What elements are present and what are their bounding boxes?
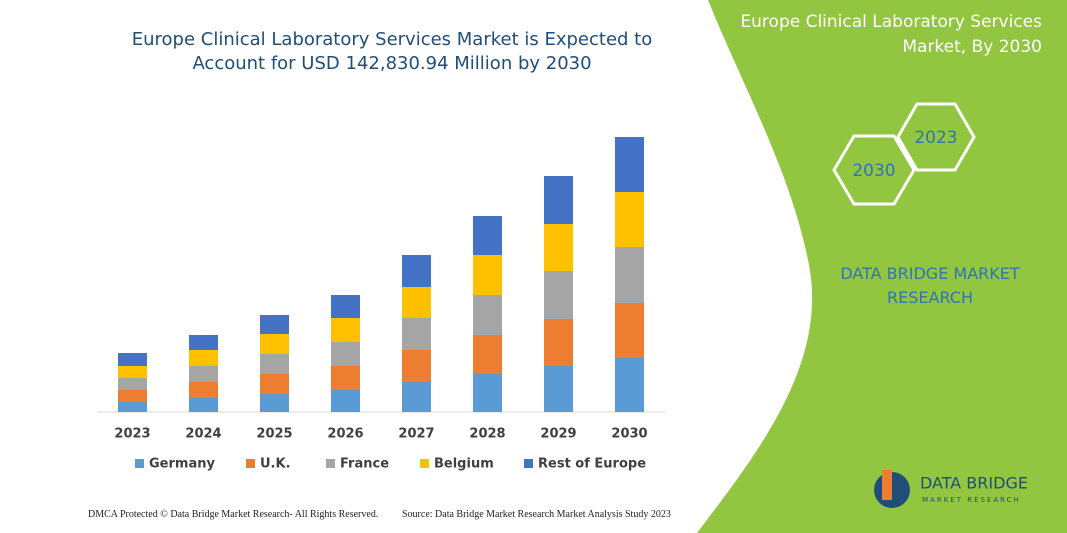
bar-segment: [473, 255, 502, 295]
x-tick-label: 2030: [611, 427, 647, 442]
legend-swatch: [524, 459, 533, 468]
bar-segment: [118, 366, 147, 378]
x-tick-label: 2023: [114, 427, 150, 442]
legend-swatch: [246, 459, 255, 468]
bar-segment: [118, 390, 147, 402]
bar-segment: [118, 378, 147, 390]
bar-segment: [544, 176, 573, 224]
legend-swatch: [420, 459, 429, 468]
bar-segment: [402, 255, 431, 287]
bar-segment: [544, 224, 573, 271]
x-tick-label: 2028: [469, 427, 505, 442]
legend-label: Rest of Europe: [538, 457, 646, 472]
legend-swatch: [326, 459, 335, 468]
bar-segment: [189, 398, 218, 412]
hexagon: [832, 134, 916, 206]
bar-segment: [544, 271, 573, 319]
bar-segment: [473, 335, 502, 374]
bar-segment: [615, 192, 644, 247]
chart-title: Europe Clinical Laboratory Services Mark…: [131, 29, 653, 74]
bar-segment: [118, 353, 147, 366]
bar-segment: [189, 335, 218, 350]
bar-segment: [615, 247, 644, 303]
panel-title: Europe Clinical Laboratory Services Mark…: [740, 12, 1042, 57]
hex-label: 2023: [914, 128, 957, 148]
logo-mark: [882, 470, 892, 500]
bar-segment: [402, 382, 431, 412]
bar-segment: [331, 390, 360, 412]
x-tick-label: 2025: [256, 427, 292, 442]
bar-segment: [331, 318, 360, 342]
logo-name: DATA BRIDGE: [920, 474, 1028, 493]
brand: DATA BRIDGE MARKET RESEARCH: [840, 264, 1020, 307]
bar-segment: [402, 318, 431, 350]
bar-segment: [260, 315, 289, 334]
legend-label: France: [340, 457, 389, 472]
bar-segment: [544, 319, 573, 366]
x-tick-label: 2027: [398, 427, 434, 442]
bar-segment: [473, 216, 502, 255]
legend-swatch: [135, 459, 144, 468]
bar-segment: [615, 358, 644, 412]
legend-label: Belgium: [434, 457, 494, 472]
bar-segment: [402, 287, 431, 318]
hexagon: [896, 102, 976, 172]
bar-segment: [331, 295, 360, 318]
bar-segment: [473, 374, 502, 412]
bar-segment: [118, 402, 147, 412]
side-panel: [697, 0, 1067, 533]
bar-segment: [331, 366, 360, 390]
hex-label: 2030: [852, 161, 895, 181]
bar-segment: [260, 394, 289, 412]
bar-segment: [260, 334, 289, 354]
footer-right: Source: Data Bridge Market Research Mark…: [402, 509, 671, 520]
bar-segment: [189, 366, 218, 382]
logo-sub: MARKET RESEARCH: [922, 496, 1021, 504]
bar-segment: [331, 342, 360, 366]
bar-segment: [615, 137, 644, 192]
x-tick-label: 2026: [327, 427, 363, 442]
bar-segment: [544, 366, 573, 412]
bar-segment: [189, 350, 218, 366]
bar-segment: [473, 295, 502, 335]
legend-label: Germany: [149, 457, 215, 472]
footer-left: DMCA Protected © Data Bridge Market Rese…: [88, 509, 379, 520]
x-tick-label: 2029: [540, 427, 576, 442]
bar-segment: [260, 354, 289, 374]
x-tick-label: 2024: [185, 427, 221, 442]
bar-segment: [615, 303, 644, 358]
bar-segment: [260, 374, 289, 394]
legend-label: U.K.: [260, 457, 291, 472]
bar-segment: [402, 350, 431, 382]
bar-segment: [189, 382, 218, 398]
